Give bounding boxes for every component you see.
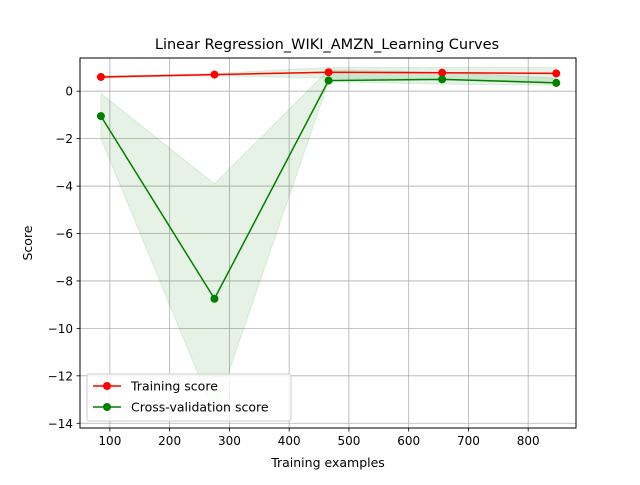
series-1-point — [96, 112, 105, 121]
y-axis-label: Score — [20, 225, 35, 260]
y-tick-label: −4 — [55, 180, 73, 194]
series-1-point — [552, 78, 561, 87]
series-0-point — [552, 69, 561, 78]
x-tick-label: 200 — [158, 434, 181, 448]
x-tick-label: 800 — [517, 434, 540, 448]
legend-marker-training — [103, 382, 111, 390]
series-1-point — [438, 75, 447, 84]
legend-label-training: Training score — [130, 379, 218, 394]
x-tick-label: 300 — [218, 434, 241, 448]
plot-frame — [79, 57, 577, 429]
legend-label-cv: Cross-validation score — [131, 400, 269, 415]
series-0-point — [438, 68, 447, 77]
legend-marker-cv — [103, 403, 111, 411]
series-0-point — [324, 68, 333, 77]
legend: Training score Cross-validation score — [86, 373, 292, 422]
series-0-point — [96, 72, 105, 81]
x-tick-label: 600 — [397, 434, 420, 448]
series-0-point — [210, 70, 219, 79]
axis-ticks: 100 200 300 400 500 600 700 800 0 −2 −4 −6 −8 −10 −12 −… — [48, 85, 540, 448]
x-tick-label: 500 — [337, 434, 360, 448]
x-tick-label: 400 — [278, 434, 301, 448]
y-tick-label: −8 — [55, 274, 73, 288]
y-tick-label: −2 — [55, 132, 73, 146]
series-1-point — [210, 294, 219, 303]
y-tick-label: −14 — [48, 417, 73, 431]
y-tick-label: −6 — [55, 227, 73, 241]
legend-box — [86, 373, 292, 422]
y-tick-label: −10 — [48, 322, 73, 336]
x-axis-label: Training examples — [270, 455, 385, 470]
x-tick-label: 100 — [98, 434, 121, 448]
series-lines — [96, 68, 561, 303]
x-tick-label: 700 — [457, 434, 480, 448]
series-1-point — [324, 76, 333, 85]
y-tick-label: −12 — [48, 369, 73, 383]
grid-lines — [80, 58, 576, 428]
confidence-bands — [100, 66, 557, 416]
y-tick-label: 0 — [65, 85, 73, 99]
chart-title: Linear Regression_WIKI_AMZN_Learning Cur… — [155, 37, 499, 53]
band-series-1 — [100, 69, 557, 416]
